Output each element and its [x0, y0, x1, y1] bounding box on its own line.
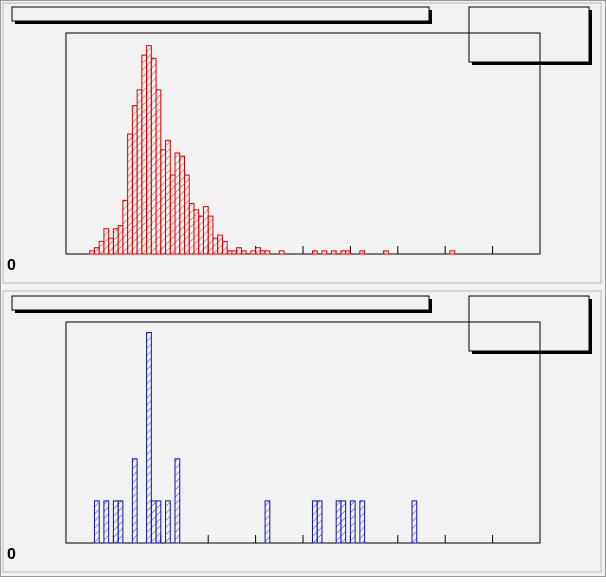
- bar: [193, 209, 200, 255]
- bar: [198, 215, 204, 255]
- bar: [174, 152, 181, 255]
- bar: [250, 250, 257, 255]
- bar: [117, 225, 124, 255]
- bar: [202, 206, 209, 255]
- bar: [160, 149, 167, 255]
- bar: [98, 240, 105, 255]
- bar: [146, 332, 152, 544]
- bar: [146, 45, 152, 255]
- bar: [117, 500, 124, 544]
- title-box: [11, 295, 430, 311]
- bar: [127, 133, 133, 255]
- bar: [212, 237, 219, 255]
- bar: [240, 250, 247, 255]
- bar: [349, 500, 356, 544]
- stats-box: [468, 6, 590, 63]
- bar: [236, 247, 242, 255]
- bar: [259, 250, 266, 255]
- bar: [188, 202, 195, 255]
- title-box: [11, 6, 430, 22]
- bar: [359, 500, 366, 544]
- bar: [255, 247, 261, 255]
- bar: [93, 500, 100, 544]
- bar: [316, 500, 323, 544]
- bar: [169, 174, 176, 255]
- bar: [217, 234, 223, 255]
- bar: [340, 500, 347, 544]
- bar: [221, 240, 228, 255]
- stats-box: [468, 295, 590, 352]
- bar: [340, 250, 347, 255]
- bar: [155, 89, 162, 255]
- bar: [345, 250, 351, 255]
- bar: [311, 500, 318, 544]
- bar: [179, 155, 185, 255]
- bar: [165, 139, 171, 255]
- bar: [311, 250, 318, 255]
- bar: [383, 250, 389, 255]
- y-tick-label: 0: [7, 257, 16, 274]
- bar: [231, 250, 238, 255]
- bar: [112, 500, 119, 544]
- bar: [226, 250, 233, 255]
- bar: [103, 228, 110, 255]
- bar: [93, 247, 100, 255]
- bar: [411, 500, 418, 544]
- bar: [449, 250, 456, 255]
- bar: [264, 250, 271, 255]
- bar: [89, 250, 95, 255]
- bar: [150, 57, 157, 255]
- bar: [278, 250, 285, 255]
- bar: [330, 250, 337, 255]
- bar: [108, 237, 114, 255]
- bar: [359, 250, 366, 255]
- bar: [174, 458, 181, 544]
- bar: [131, 105, 138, 255]
- bar: [103, 500, 110, 544]
- bar: [136, 89, 143, 255]
- bar: [184, 174, 190, 255]
- bar: [155, 500, 162, 544]
- bar: [122, 199, 129, 255]
- bar: [150, 500, 157, 544]
- bar: [112, 228, 119, 255]
- bar: [207, 215, 214, 255]
- y-tick-label: 0: [7, 546, 16, 563]
- bar: [165, 500, 171, 544]
- bar: [264, 500, 271, 544]
- bar: [141, 54, 148, 255]
- bar: [131, 458, 138, 544]
- bar: [335, 500, 342, 544]
- bar: [321, 250, 328, 255]
